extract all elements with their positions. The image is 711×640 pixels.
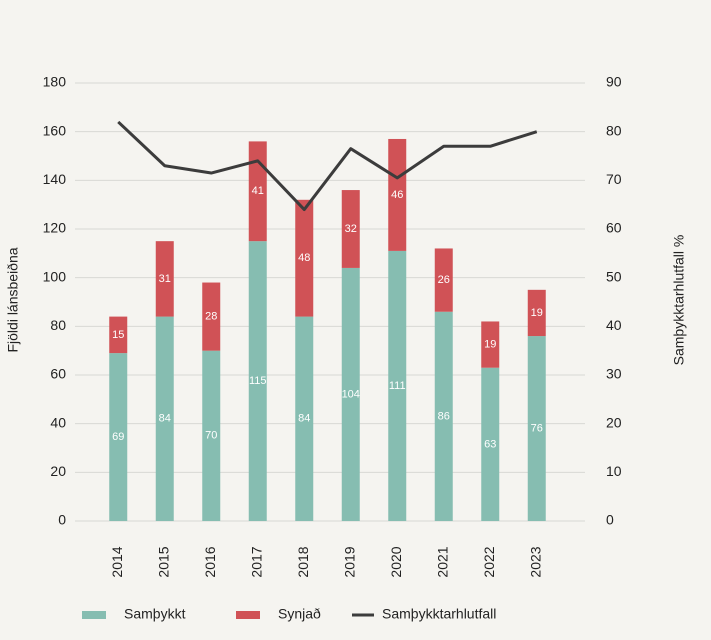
- y2-tick-label: 90: [606, 74, 622, 90]
- value-label: 84: [159, 413, 171, 425]
- x-tick-label: 2014: [109, 546, 125, 577]
- y2-tick-label: 0: [606, 512, 614, 528]
- bar: [527, 336, 546, 521]
- legend-label: Samþykktarhlutfall: [382, 606, 496, 622]
- bar: [155, 316, 174, 521]
- value-label: 86: [438, 410, 450, 422]
- bar: [388, 250, 407, 521]
- value-label: 19: [531, 307, 543, 319]
- bar: [202, 282, 221, 351]
- y2-tick-label: 20: [606, 414, 622, 430]
- bar: [155, 241, 174, 317]
- x-tick-label: 2018: [295, 546, 311, 577]
- line: [117, 120, 538, 212]
- bar: [481, 321, 500, 368]
- bar: [295, 316, 314, 521]
- y-tick-label: 120: [43, 220, 67, 236]
- bar: [202, 350, 221, 521]
- y-tick-label: 140: [43, 171, 67, 187]
- bar: [341, 190, 360, 268]
- bar: [109, 353, 128, 521]
- y2-tick-label: 30: [606, 366, 622, 382]
- bar: [434, 311, 453, 521]
- bar: [388, 138, 407, 251]
- y-tick-label: 40: [50, 414, 66, 430]
- value-label: 76: [531, 422, 543, 434]
- bar: [109, 316, 128, 354]
- value-label: 41: [252, 185, 264, 197]
- y2-tick-label: 60: [606, 220, 622, 236]
- value-label: 84: [298, 413, 310, 425]
- value-label: 15: [112, 329, 124, 341]
- value-label: 63: [484, 438, 496, 450]
- x-tick-label: 2019: [341, 546, 357, 577]
- x-tick-label: 2021: [434, 546, 450, 577]
- bar: [295, 199, 314, 317]
- y-tick-label: 180: [43, 74, 67, 90]
- y-tick-label: 20: [50, 463, 66, 479]
- y2-tick-label: 40: [606, 317, 622, 333]
- y2-tick-label: 10: [606, 463, 622, 479]
- y2-tick-label: 50: [606, 268, 622, 284]
- value-label: 104: [342, 388, 360, 400]
- value-label: 31: [159, 273, 171, 285]
- y-tick-label: 160: [43, 122, 67, 138]
- value-label: 28: [205, 311, 217, 323]
- legend-swatch: [82, 611, 106, 619]
- legend-swatch: [236, 611, 260, 619]
- bar: [434, 248, 453, 312]
- x-tick-label: 2023: [527, 546, 543, 577]
- y2-tick-label: 80: [606, 122, 622, 138]
- y-tick-label: 80: [50, 317, 66, 333]
- value-label: 115: [249, 375, 267, 387]
- value-label: 26: [438, 274, 450, 286]
- y2-axis-title: Samþykktarhlutfall %: [671, 235, 687, 366]
- x-tick-label: 2020: [388, 546, 404, 577]
- bar: [248, 241, 267, 521]
- bar: [481, 367, 500, 521]
- value-label: 32: [345, 223, 357, 235]
- x-tick-label: 2015: [155, 546, 171, 577]
- value-label: 46: [391, 189, 403, 201]
- y-axis-title: Fjöldi lánsbeiðna: [5, 247, 21, 352]
- y-tick-label: 100: [43, 268, 67, 284]
- value-label: 70: [205, 430, 217, 442]
- bar: [527, 289, 546, 337]
- x-tick-label: 2016: [202, 546, 218, 577]
- legend-label: Samþykkt: [124, 606, 186, 622]
- bar: [341, 267, 360, 521]
- value-label: 48: [298, 252, 310, 264]
- y-tick-label: 60: [50, 366, 66, 382]
- x-tick-label: 2017: [248, 546, 264, 577]
- value-label: 19: [484, 338, 496, 350]
- x-tick-label: 2022: [481, 546, 497, 577]
- value-label: 111: [389, 380, 406, 392]
- y-tick-label: 0: [58, 512, 66, 528]
- y2-tick-label: 70: [606, 171, 622, 187]
- value-label: 69: [112, 431, 124, 443]
- legend-label: Synjað: [278, 606, 321, 622]
